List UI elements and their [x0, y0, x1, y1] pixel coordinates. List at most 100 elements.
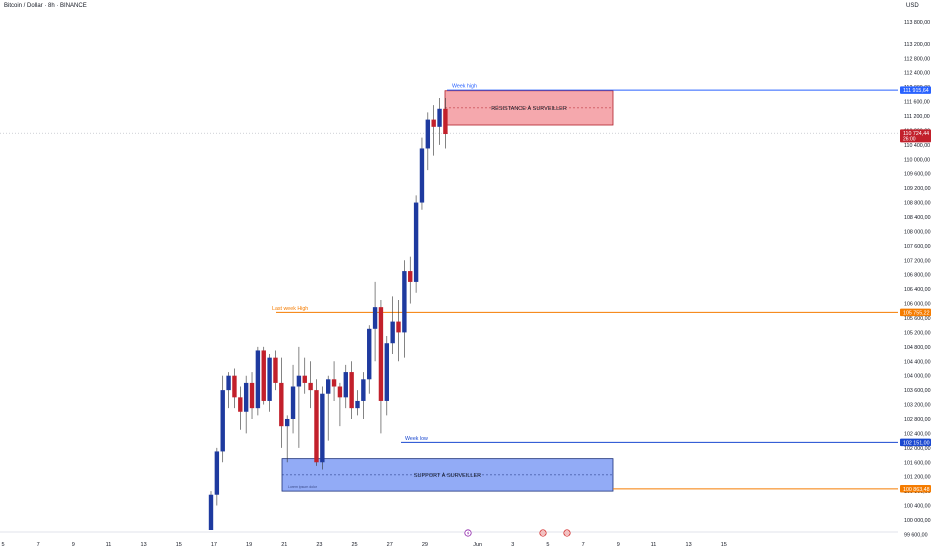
y-tick-label: 106 800,00 [904, 273, 931, 279]
price-tag-last-week-high-bg [900, 308, 931, 317]
candle-bull [284, 418, 290, 427]
candle-bull [320, 393, 325, 463]
y-tick-label: 100 400,00 [904, 504, 931, 510]
y-tick-label: 109 600,00 [904, 172, 931, 178]
y-tick-label: 107 600,00 [904, 244, 931, 250]
candle-bear [261, 350, 266, 401]
y-tick-label: 108 000,00 [904, 229, 931, 235]
x-tick-label: 27 [387, 542, 393, 548]
x-tick-label: 25 [352, 542, 358, 548]
candle-bull [267, 357, 272, 401]
candles-group [208, 97, 448, 530]
y-tick-label: 105 600,00 [904, 316, 931, 322]
y-tick-label: 103 600,00 [904, 388, 931, 394]
us-flag-event-icon [539, 529, 547, 537]
candle-bear [308, 382, 313, 391]
candle-bear [232, 375, 237, 398]
candle-bull [402, 271, 407, 333]
candle-bull [413, 202, 419, 282]
candle-bull [355, 400, 360, 409]
price-tag-current-countdown: 26:00 [903, 137, 916, 143]
candle-bull [372, 307, 378, 329]
x-tick-label: 9 [72, 542, 75, 548]
x-tick-label: 21 [281, 542, 287, 548]
candle-bear [238, 397, 243, 412]
week-low-label: Week low [405, 436, 428, 442]
y-tick-label: 104 800,00 [904, 345, 931, 351]
candle-bull [361, 379, 366, 401]
x-tick-label: 3 [511, 542, 514, 548]
us-flag-event-icon-2 [563, 529, 571, 537]
candle-bear [443, 108, 448, 135]
y-tick-label: 102 800,00 [904, 417, 931, 423]
y-tick-label: 109 200,00 [904, 186, 931, 192]
lightning-glyph [466, 530, 470, 536]
x-tick-label: 29 [422, 542, 428, 548]
y-tick-label: 112 400,00 [904, 71, 930, 77]
candle-bull [226, 375, 231, 391]
x-tick-label: 13 [141, 542, 147, 548]
y-tick-label: 99 600,00 [904, 532, 928, 538]
y-tick-label: 106 000,00 [904, 302, 931, 308]
candle-bear [396, 321, 401, 333]
candle-bull [220, 390, 225, 452]
y-tick-label: 110 400,00 [904, 143, 930, 149]
candle-bull [343, 372, 348, 398]
y-tick-label: 104 000,00 [904, 374, 931, 380]
candle-bear [302, 375, 307, 383]
x-tick-label: 13 [686, 542, 692, 548]
x-tick-label: 5 [546, 542, 549, 548]
candle-bull [419, 148, 425, 203]
y-tick-label: 113 200,00 [904, 42, 930, 48]
y-tick-label: 103 200,00 [904, 403, 931, 409]
currency-label: USD [906, 3, 919, 9]
candle-bear [314, 390, 319, 463]
candle-bull [384, 343, 389, 401]
x-tick-label: 23 [316, 542, 322, 548]
week-high-label: Week high [452, 84, 477, 90]
y-tick-label: 104 400,00 [904, 359, 931, 365]
candle-bull [296, 375, 302, 387]
y-tick-label: 106 400,00 [904, 287, 931, 293]
y-tick-label: 101 200,00 [904, 475, 931, 481]
x-tick-label: 19 [246, 542, 252, 548]
x-tick-label: 17 [211, 542, 217, 548]
y-tick-label: 108 800,00 [904, 201, 931, 207]
x-tick-label: 7 [37, 542, 40, 548]
y-tick-label: 111 600,00 [904, 100, 930, 106]
candle-bear [279, 382, 284, 427]
candle-bull [326, 379, 331, 394]
y-tick-label: 107 200,00 [904, 258, 931, 264]
candle-bull [290, 386, 296, 419]
y-tick-label: 110 000,00 [904, 157, 930, 163]
candle-bull [208, 494, 214, 530]
candle-bear [431, 119, 436, 127]
y-tick-label: 113 800,00 [904, 20, 930, 26]
price-tag-week-low-bg [900, 438, 931, 447]
x-tick-label: 7 [582, 542, 585, 548]
y-tick-label: 101 600,00 [904, 460, 931, 466]
support-label: SUPPORT À SURVEILLER [414, 472, 481, 479]
candle-bull [437, 108, 442, 127]
x-tick-label: 11 [106, 542, 112, 548]
last-week-high-label: Last week High [272, 306, 308, 312]
price-tag-week-high: 111 915,64 [903, 88, 929, 94]
support-small-text: Lorem ipsum dolor [288, 485, 318, 489]
candle-bull [367, 328, 372, 380]
y-tick-label: 112 800,00 [904, 56, 930, 62]
y-tick-label: 102 400,00 [904, 431, 931, 437]
x-tick-label: 5 [1, 542, 4, 548]
candle-bull [214, 451, 220, 495]
y-tick-label: 108 400,00 [904, 215, 931, 221]
x-tick-label: Jun [473, 542, 482, 548]
price-tag-week-low: 102 151,00 [903, 440, 930, 446]
price-tag-current-bg [900, 129, 931, 143]
y-tick-label: 105 200,00 [904, 330, 931, 336]
candle-bear [408, 271, 413, 282]
candle-bear [273, 357, 278, 383]
x-tick-label: 11 [651, 542, 657, 548]
y-tick-label: 100 000,00 [904, 518, 931, 524]
candle-bull [425, 119, 431, 149]
candle-bull [243, 382, 249, 412]
